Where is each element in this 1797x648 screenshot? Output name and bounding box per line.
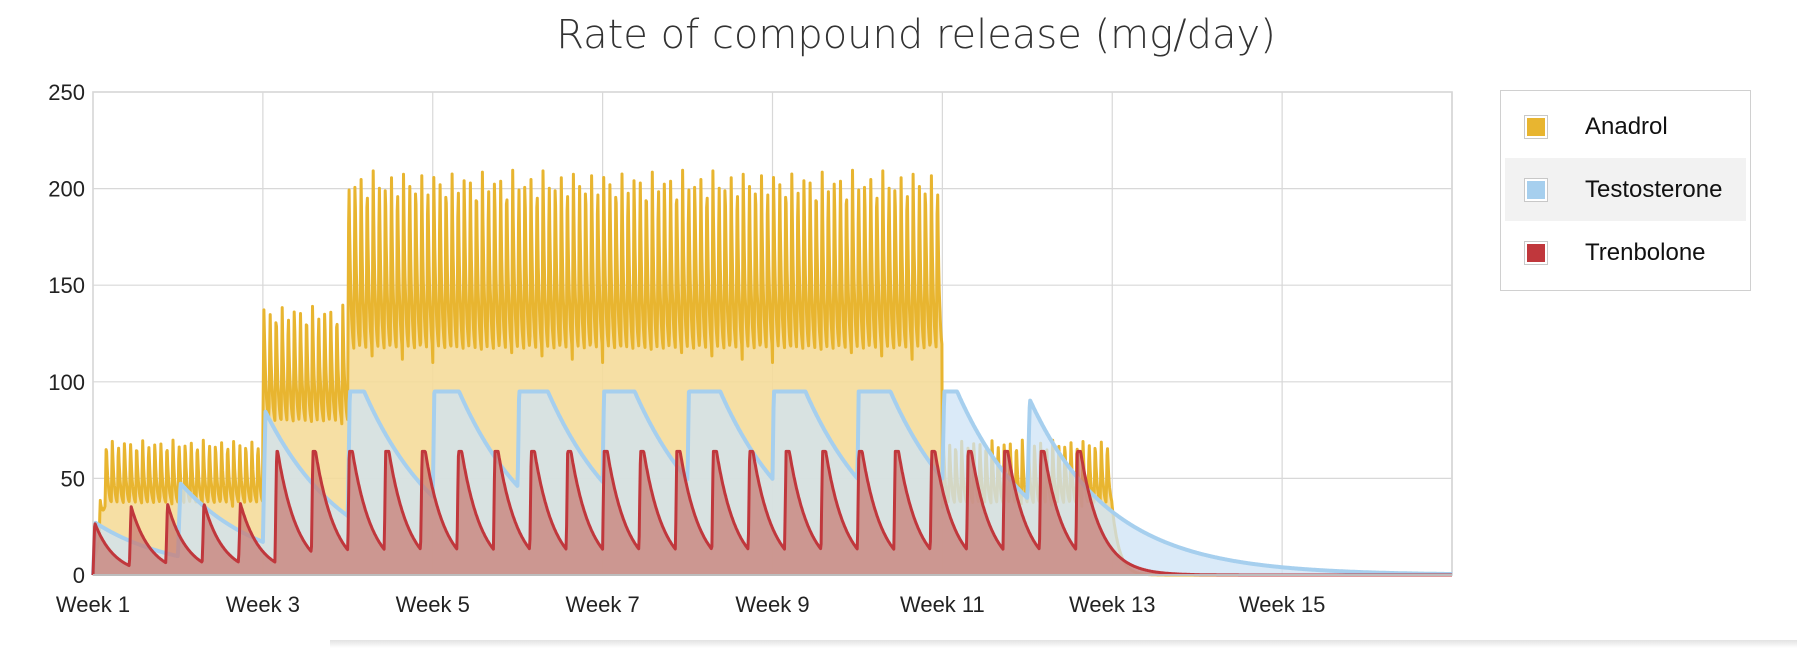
y-tick-label: 50 <box>61 466 85 491</box>
legend-swatch-testosterone <box>1525 178 1547 201</box>
chart-title: Rate of compound release (mg/day) <box>556 12 1276 58</box>
legend: Anadrol Testosterone Trenbolone <box>1500 90 1751 291</box>
x-tick-label: Week 9 <box>735 592 809 617</box>
x-tick-label: Week 3 <box>226 592 300 617</box>
legend-label-trenbolone: Trenbolone <box>1585 238 1706 266</box>
legend-item-testosterone[interactable]: Testosterone <box>1505 158 1746 221</box>
x-tick-label: Week 13 <box>1069 592 1155 617</box>
axes: 0 50 100 150 200 250 Week 1 Week 3 Week 5 Week 7 W… <box>48 80 1452 617</box>
legend-item-anadrol[interactable]: Anadrol <box>1505 95 1746 158</box>
legend-swatch-trenbolone <box>1525 241 1547 264</box>
legend-label-anadrol: Anadrol <box>1585 112 1668 140</box>
x-tick-label: Week 5 <box>396 592 470 617</box>
x-tick-label: Week 7 <box>566 592 640 617</box>
scroll-shadow <box>330 640 1797 648</box>
x-tick-label: Week 11 <box>900 592 985 617</box>
y-tick-label: 150 <box>48 273 85 298</box>
x-tick-label: Week 15 <box>1239 592 1325 617</box>
y-tick-label: 250 <box>48 80 85 105</box>
y-tick-label: 100 <box>48 370 85 395</box>
legend-item-trenbolone[interactable]: Trenbolone <box>1505 221 1746 284</box>
legend-label-testosterone: Testosterone <box>1585 175 1723 203</box>
y-tick-label: 200 <box>48 177 85 202</box>
legend-swatch-anadrol <box>1525 115 1547 138</box>
series-area-trenbolone <box>93 451 1452 575</box>
y-tick-label: 0 <box>73 563 85 588</box>
x-tick-label: Week 1 <box>56 592 130 617</box>
